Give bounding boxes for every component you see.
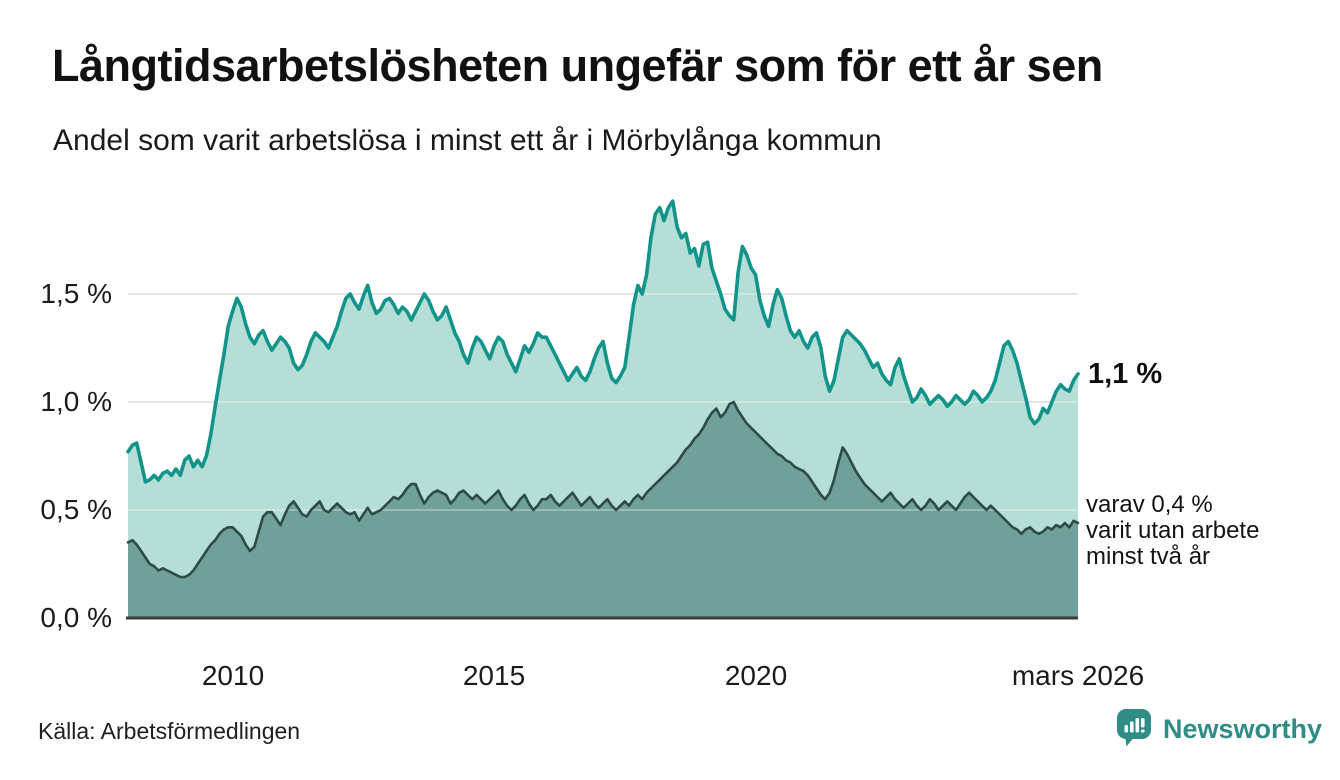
series-total-line [126, 199, 1080, 484]
newsworthy-icon [1117, 709, 1151, 747]
x-tick-label: 2010 [201, 660, 265, 691]
series-total-end-value-label: 1,1 % [1088, 358, 1163, 390]
page-title: Långtidsarbetslösheten ungefär som för e… [52, 40, 1103, 91]
page-subtitle: Andel som varit arbetslösa i minst ett å… [53, 124, 882, 157]
brand-name: Newsworthy [1163, 714, 1323, 744]
y-tick-label: 0,0 % [40, 602, 112, 633]
x-tick-label: 2015 [462, 660, 526, 691]
source-caption: Källa: Arbetsförmedlingen [38, 718, 301, 744]
x-tick-label: 2020 [724, 660, 788, 691]
brand-logo: Newsworthy [1117, 709, 1322, 748]
x-tick-label: mars 2026 [1011, 660, 1145, 691]
series-two-year-line [126, 400, 1080, 579]
y-tick-label: 0,5 % [40, 494, 112, 525]
series-two-year-end-annotation: varav 0,4 % varit utan arbete minst två … [1086, 491, 1260, 570]
y-tick-label: 1,5 % [40, 278, 112, 309]
y-tick-label: 1,0 % [40, 386, 112, 417]
